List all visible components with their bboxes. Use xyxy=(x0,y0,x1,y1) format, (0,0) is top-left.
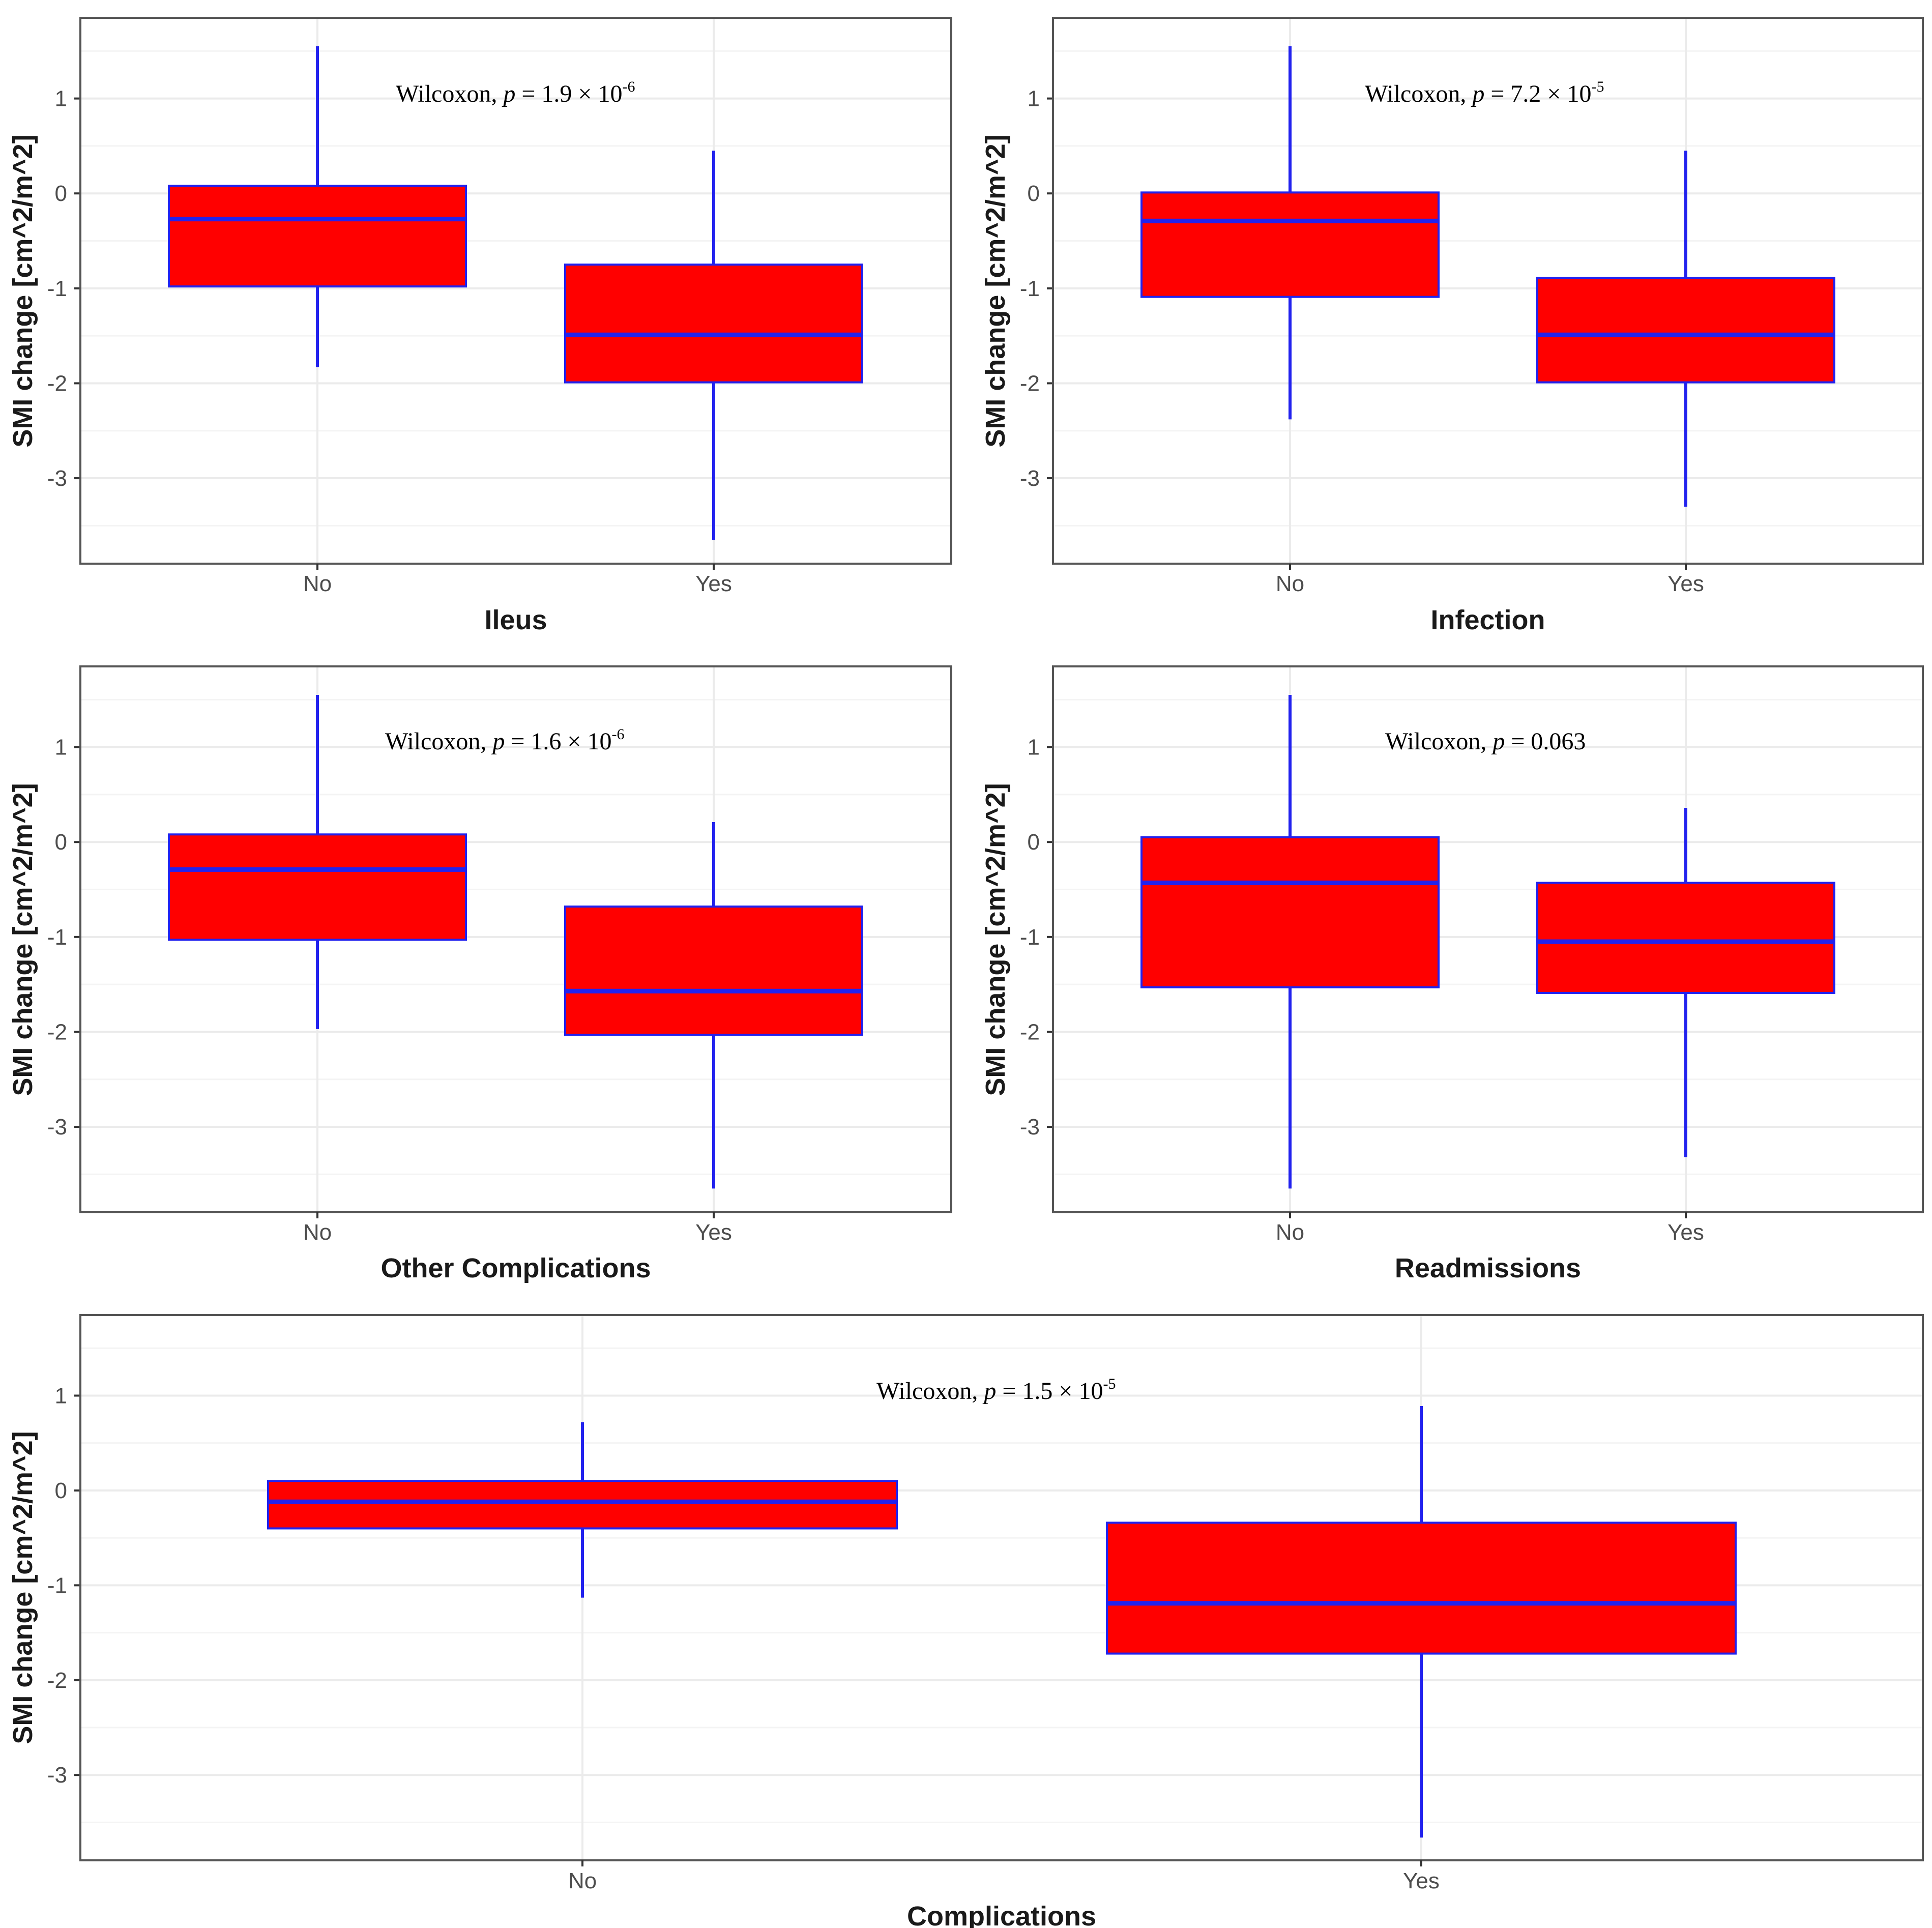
box-no xyxy=(1140,46,1440,420)
y-tick-label: -2 xyxy=(47,371,67,396)
y-axis-title: SMI change [cm^2/m^2] xyxy=(8,134,38,447)
y-tick-label: -1 xyxy=(47,276,67,301)
x-tick-label: Yes xyxy=(695,571,732,596)
box-yes xyxy=(1536,151,1835,507)
y-tick-label: -3 xyxy=(1020,466,1040,491)
x-tick-label: No xyxy=(1276,1220,1304,1245)
iqr-box xyxy=(564,905,863,1036)
y-tick-label: 1 xyxy=(1028,86,1040,111)
y-tick-label: -1 xyxy=(1020,276,1040,301)
panel-border xyxy=(1052,665,1924,1213)
chart-panel-5: 1 0 -1 -2 -3 No Yes Complications SMI change [cm… xyxy=(8,1314,1924,1928)
x-axis-title: Other Complications xyxy=(380,1253,651,1283)
y-tick-label: -3 xyxy=(47,1763,67,1788)
box-yes xyxy=(564,822,863,1189)
panel-border xyxy=(79,665,952,1213)
y-tick-label: 1 xyxy=(55,735,67,760)
y-axis-title: SMI change [cm^2/m^2] xyxy=(980,783,1011,1096)
iqr-box xyxy=(1140,836,1440,988)
y-tick-label: -3 xyxy=(47,1115,67,1140)
y-tick-label: -2 xyxy=(47,1019,67,1044)
x-tick-label: No xyxy=(1276,571,1304,596)
iqr-box xyxy=(1536,882,1835,994)
chart-panel-4: 1 0 -1 -2 -3 No Yes Readmissions SMI change [cm^… xyxy=(980,665,1924,1283)
x-tick-label: Yes xyxy=(1403,1868,1440,1893)
y-tick-label: 0 xyxy=(55,1478,67,1503)
y-axis-title: SMI change [cm^2/m^2] xyxy=(8,783,38,1096)
iqr-box xyxy=(1536,277,1835,384)
chart-panel-3: 1 0 -1 -2 -3 No Yes Other Complications SMI chan… xyxy=(8,665,952,1283)
box-no xyxy=(1140,694,1440,1189)
box-yes xyxy=(564,151,863,540)
x-tick-label: Yes xyxy=(695,1220,732,1245)
y-tick-label: 1 xyxy=(1028,735,1040,760)
panel-border xyxy=(1052,17,1924,565)
iqr-box xyxy=(564,264,863,384)
x-tick-label: Yes xyxy=(1667,1220,1704,1245)
x-axis-title: Ileus xyxy=(484,605,547,635)
box-yes xyxy=(1536,808,1835,1157)
panel-border xyxy=(79,1314,1924,1861)
wilcoxon-annotation: Wilcoxon, p = 1.9 × 10-6 xyxy=(396,78,635,107)
x-axis-title: Infection xyxy=(1431,605,1545,635)
iqr-box xyxy=(267,1480,898,1530)
y-tick-label: 0 xyxy=(55,830,67,855)
box-no xyxy=(168,46,467,367)
panel-border xyxy=(79,17,952,565)
y-tick-label: -2 xyxy=(47,1668,67,1693)
y-tick-label: -2 xyxy=(1020,371,1040,396)
y-tick-label: -3 xyxy=(47,466,67,491)
y-tick-label: -1 xyxy=(47,1573,67,1598)
y-tick-label: -3 xyxy=(1020,1115,1040,1140)
y-tick-label: 0 xyxy=(55,181,67,206)
x-tick-label: No xyxy=(303,571,332,596)
y-tick-label: 0 xyxy=(1028,830,1040,855)
iqr-box xyxy=(1140,191,1440,298)
wilcoxon-annotation: Wilcoxon, p = 1.5 × 10-5 xyxy=(876,1376,1116,1405)
y-axis-title: SMI change [cm^2/m^2] xyxy=(980,134,1011,447)
box-yes xyxy=(1106,1406,1737,1838)
x-tick-label: No xyxy=(568,1868,597,1893)
box-no xyxy=(168,694,467,1029)
wilcoxon-annotation: Wilcoxon, p = 0.063 xyxy=(1385,728,1586,755)
y-tick-label: -2 xyxy=(1020,1019,1040,1044)
wilcoxon-annotation: Wilcoxon, p = 1.6 × 10-6 xyxy=(385,726,625,755)
x-axis-title: Readmissions xyxy=(1395,1253,1581,1283)
y-tick-label: -1 xyxy=(1020,925,1040,950)
chart-panel-1: 1 0 -1 -2 -3 No Yes Ileus SMI change [cm^2/m^2] W… xyxy=(8,17,952,635)
x-tick-label: No xyxy=(303,1220,332,1245)
wilcoxon-annotation: Wilcoxon, p = 7.2 × 10-5 xyxy=(1365,78,1604,107)
y-axis-title: SMI change [cm^2/m^2] xyxy=(8,1431,38,1744)
y-tick-label: 0 xyxy=(1028,181,1040,206)
x-tick-label: Yes xyxy=(1667,571,1704,596)
x-axis-title: Complications xyxy=(907,1901,1096,1928)
y-tick-label: 1 xyxy=(55,1383,67,1408)
y-tick-label: 1 xyxy=(55,86,67,111)
iqr-box xyxy=(168,833,467,941)
box-no xyxy=(267,1422,898,1598)
iqr-box xyxy=(1106,1522,1737,1655)
iqr-box xyxy=(168,185,467,288)
y-tick-label: -1 xyxy=(47,925,67,950)
chart-panel-2: 1 0 -1 -2 -3 No Yes Infection SMI change [cm^2/m… xyxy=(980,17,1924,635)
